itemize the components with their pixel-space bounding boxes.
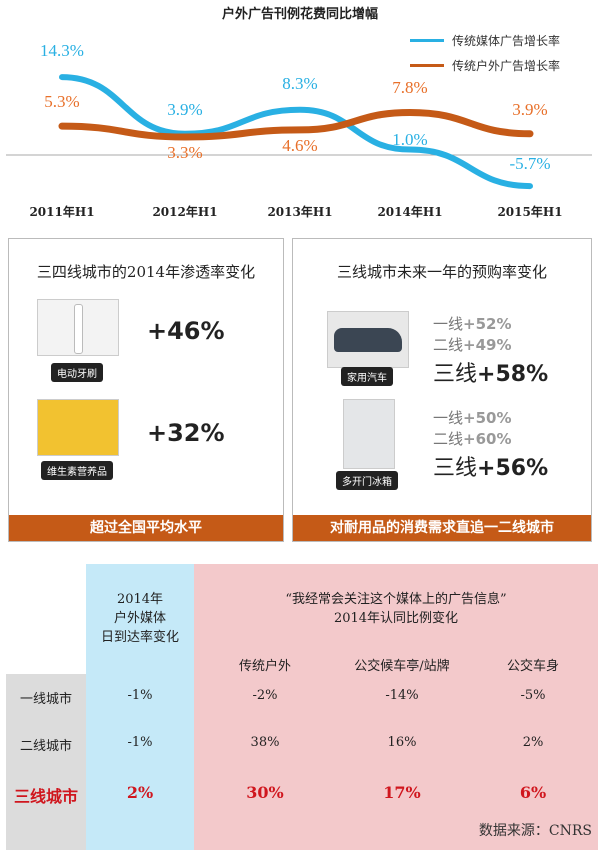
legend-item-traditional-media: 传统媒体广告增长率	[410, 32, 560, 49]
tier3-rate: 三线+56%	[433, 456, 549, 481]
subheader-bus-body: 公交车身	[506, 659, 560, 674]
table-cell: -14%	[385, 688, 419, 703]
reach-header: 2014年 户外媒体 日到达率变化	[100, 592, 180, 645]
table-cell: -2%	[252, 688, 278, 703]
series-line-1	[58, 108, 534, 141]
legend: 传统媒体广告增长率 传统户外广告增长率	[410, 32, 560, 74]
data-label: 14.3%	[40, 41, 84, 61]
panel-banner: 对耐用品的消费需求直追一二线城市	[293, 515, 591, 541]
table-cell: -1%	[127, 735, 153, 750]
tier1-rate: 一线+52%	[433, 315, 512, 333]
vitamin-image	[37, 399, 119, 456]
tier2-rate: 二线+49%	[433, 336, 512, 354]
data-label: 8.3%	[282, 73, 318, 93]
source-note: 数据来源：CNRS	[478, 823, 592, 839]
legend-swatch	[410, 39, 444, 42]
x-tick-label: 2012年H1	[152, 205, 218, 219]
penetration-value: +32%	[147, 419, 225, 447]
legend-label: 传统户外广告增长率	[452, 59, 561, 73]
table-cell: -1%	[127, 688, 153, 703]
toothbrush-image	[37, 299, 119, 356]
chart-title: 户外广告刊例花费同比增幅	[221, 7, 378, 22]
row-city-label: 一线城市	[19, 692, 73, 707]
x-tick-label: 2014年H1	[377, 205, 443, 219]
fridge-image	[343, 399, 395, 469]
panel-title: 三线城市未来一年的预购率变化	[336, 263, 547, 281]
legend-item-outdoor: 传统户外广告增长率	[410, 57, 560, 74]
reach-column-bg	[86, 564, 194, 850]
item-tag: 家用汽车	[341, 367, 393, 386]
data-label: 1.0%	[392, 129, 428, 149]
item-tag: 维生素营养品	[41, 461, 113, 480]
table-cell: 2%	[126, 783, 154, 802]
data-label: 3.3%	[167, 143, 203, 162]
table-cell: -5%	[520, 688, 546, 703]
table-cell: 17%	[383, 783, 421, 802]
data-label: 4.6%	[282, 135, 318, 155]
x-tick-label: 2011年H1	[29, 205, 95, 219]
row-city-label: 三线城市	[13, 787, 79, 806]
panel-banner: 超过全国平均水平	[9, 515, 283, 541]
car-image	[327, 311, 409, 368]
recognition-column-bg	[194, 564, 598, 850]
tier3-rate: 三线+58%	[433, 362, 549, 387]
tier1-rate: 一线+50%	[433, 409, 512, 427]
table-cell: 38%	[250, 735, 280, 750]
data-label: -5.7%	[509, 154, 551, 174]
row-city-label: 二线城市	[19, 739, 73, 754]
penetration-value: +46%	[147, 317, 225, 345]
table-cell: 2%	[522, 735, 544, 750]
data-label: 5.3%	[44, 92, 80, 112]
table-cell: 6%	[519, 783, 547, 802]
x-tick-label: 2013年H1	[267, 205, 333, 219]
line-chart	[6, 74, 592, 190]
data-label: 3.9%	[167, 99, 203, 119]
penetration-panel: 三四线城市的2014年渗透率变化 电动牙刷 +46% 维生素营养品 +32% 超…	[8, 238, 284, 542]
legend-label: 传统媒体广告增长率	[452, 34, 561, 48]
data-label: 3.9%	[512, 99, 548, 119]
subheader-bus-stop: 公交候车亭/站牌	[354, 659, 450, 674]
panel-title: 三四线城市的2014年渗透率变化	[36, 263, 256, 281]
data-label: 7.8%	[392, 78, 428, 98]
recognition-header: “我经常会关注这个媒体上的广告信息” 2014年认同比例变化	[285, 592, 507, 626]
city-column-bg	[6, 674, 86, 850]
item-tag: 电动牙刷	[51, 363, 103, 382]
presale-panel: 三线城市未来一年的预购率变化 家用汽车 一线+52% 二线+49% 三线+58%…	[292, 238, 592, 542]
table-cell: 16%	[387, 735, 417, 750]
tier2-rate: 二线+60%	[433, 430, 512, 448]
subheader-traditional: 传统户外	[238, 659, 292, 674]
x-tick-label: 2015年H1	[497, 205, 563, 219]
series-line-0	[59, 74, 533, 190]
item-tag: 多开门冰箱	[336, 471, 398, 490]
legend-swatch	[410, 64, 444, 67]
table-cell: 30%	[246, 783, 284, 802]
